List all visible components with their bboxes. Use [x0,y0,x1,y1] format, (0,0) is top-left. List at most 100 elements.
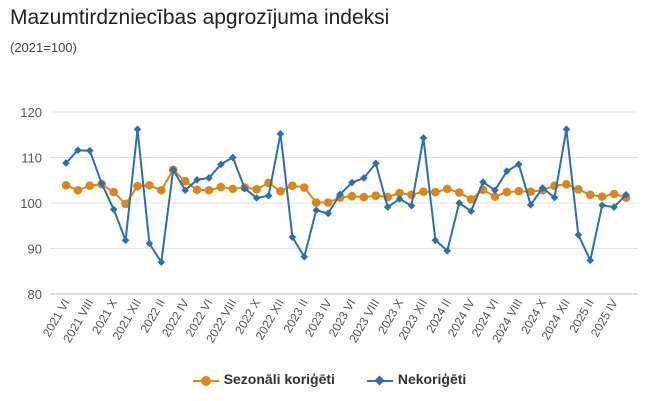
data-point[interactable] [109,205,118,214]
data-point[interactable] [431,187,440,197]
data-point[interactable] [442,184,452,194]
data-point[interactable] [622,191,630,199]
data-point[interactable] [145,239,154,248]
data-point[interactable] [240,184,249,193]
data-point[interactable] [74,146,82,155]
data-point[interactable] [454,188,464,197]
data-point[interactable] [610,203,618,211]
data-point[interactable] [359,192,369,202]
data-point[interactable] [229,153,237,162]
data-point[interactable] [216,182,226,192]
data-point[interactable] [395,188,404,198]
data-point[interactable] [574,185,583,194]
data-point[interactable] [467,207,475,215]
data-point[interactable] [323,198,333,207]
data-point[interactable] [205,174,213,182]
data-point[interactable] [300,252,309,261]
data-point[interactable] [455,199,463,207]
data-point[interactable] [395,195,404,203]
data-point[interactable] [228,184,238,194]
data-point[interactable] [609,189,619,199]
y-tick-label-120: 120 [20,105,42,120]
data-point[interactable] [276,130,285,138]
data-point[interactable] [514,186,524,196]
data-point[interactable] [276,186,285,196]
data-point[interactable] [371,159,380,168]
data-point[interactable] [252,185,261,194]
data-point[interactable] [181,186,189,195]
data-point[interactable] [491,186,499,195]
data-point[interactable] [431,236,440,245]
data-point[interactable] [62,159,70,167]
series-unadjusted [62,125,630,266]
chart-title: Mazumtirdzniecības apgrozījuma indeksi [10,6,390,29]
data-point[interactable] [97,179,106,188]
data-point[interactable] [73,185,83,195]
data-point[interactable] [288,233,297,241]
data-point[interactable] [180,176,190,186]
data-point[interactable] [419,134,428,142]
data-point[interactable] [347,191,357,201]
data-point[interactable] [550,193,559,202]
data-point[interactable] [193,175,201,184]
data-point[interactable] [526,201,535,209]
y-tick-label-110: 110 [21,151,42,166]
gridlines [50,111,638,295]
data-point[interactable] [145,180,154,190]
data-point[interactable] [562,125,571,134]
data-point[interactable] [585,190,595,200]
data-point[interactable] [133,181,142,191]
data-point[interactable] [597,192,607,201]
data-point[interactable] [85,181,95,191]
data-point[interactable] [133,125,142,134]
data-point[interactable] [204,185,214,195]
y-tick-label-80: 80 [28,287,42,302]
data-point[interactable] [121,199,130,209]
data-point[interactable] [169,165,178,174]
data-point[interactable] [514,160,523,169]
data-point[interactable] [383,203,392,211]
data-point[interactable] [443,246,452,255]
series-line-1 [65,128,627,264]
data-point[interactable] [360,174,368,182]
data-point[interactable] [157,258,166,266]
legend-item-seasonal[interactable]: Sezonāli koriģēti [192,371,335,388]
data-point[interactable] [466,195,476,204]
legend-marker-seasonal [192,375,219,387]
data-point[interactable] [371,191,381,201]
data-point[interactable] [503,167,511,175]
data-point[interactable] [288,181,297,191]
data-point[interactable] [217,160,225,169]
data-point[interactable] [61,180,71,190]
data-point[interactable] [407,201,416,210]
data-point[interactable] [502,187,512,197]
data-point[interactable] [311,198,321,207]
data-point[interactable] [490,192,500,201]
data-point[interactable] [157,185,166,195]
data-point[interactable] [598,201,606,210]
data-point[interactable] [109,187,118,197]
data-point[interactable] [324,209,332,218]
data-point[interactable] [312,206,321,215]
data-point[interactable] [264,191,273,200]
y-tick-label-90: 90 [28,242,42,257]
data-point[interactable] [419,187,428,196]
y-tick-label-100: 100 [20,196,42,211]
data-point[interactable] [86,146,94,155]
data-point[interactable] [348,178,356,187]
data-point[interactable] [252,194,261,202]
series-layer [61,125,631,266]
data-point[interactable] [526,187,535,196]
data-point[interactable] [336,190,344,199]
legend-label-seasonal: Sezonāli koriģēti [223,371,335,388]
y-axis: 80 90 100 110 120 [20,105,42,302]
data-point[interactable] [538,184,547,192]
data-point[interactable] [574,231,583,239]
data-point[interactable] [299,183,309,192]
data-point[interactable] [586,256,595,265]
data-point[interactable] [562,180,571,189]
data-point[interactable] [479,178,487,186]
legend-item-unadjusted[interactable]: Nekoriģēti [366,371,466,387]
data-point[interactable] [192,185,202,195]
data-point[interactable] [121,236,130,245]
